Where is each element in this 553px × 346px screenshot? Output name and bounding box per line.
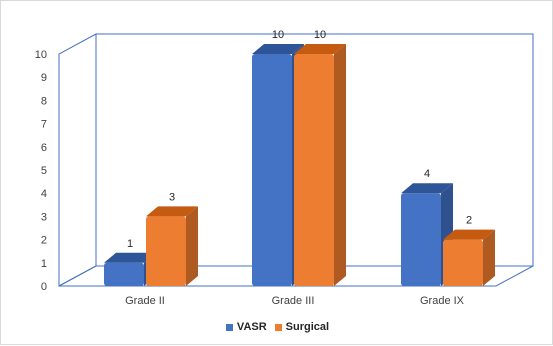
data-label: 1	[127, 238, 133, 250]
bar	[146, 216, 186, 286]
data-label: 3	[169, 191, 175, 203]
bar	[252, 54, 292, 286]
y-tick-label: 5	[41, 165, 47, 177]
y-tick-label: 0	[41, 281, 47, 293]
y-tick-label: 8	[41, 95, 47, 107]
legend-swatch	[274, 323, 282, 331]
y-tick-label: 9	[41, 72, 47, 84]
legend: VASR Surgical	[1, 321, 553, 334]
data-label: 4	[424, 168, 430, 180]
x-tick-label: Grade IX	[420, 295, 465, 307]
bar-top	[294, 44, 346, 54]
y-tick-label: 3	[41, 211, 47, 223]
bar-side	[483, 229, 495, 286]
bar-top	[104, 252, 156, 263]
bar	[401, 193, 441, 286]
y-tick-label: 10	[35, 49, 47, 61]
floor	[58, 265, 534, 287]
y-tick-label: 1	[41, 258, 47, 270]
legend-label: VASR	[236, 321, 267, 333]
data-label: 10	[314, 29, 326, 41]
side-wall	[58, 33, 97, 287]
bar-top	[443, 229, 495, 240]
bar	[294, 54, 334, 286]
y-tick-label: 4	[41, 188, 47, 200]
legend-item: VASR	[225, 321, 267, 333]
y-tick-label: 6	[41, 142, 47, 154]
bar	[104, 262, 144, 286]
y-tick-label: 7	[41, 119, 47, 131]
bar	[443, 239, 483, 286]
x-tick-label: Grade III	[272, 295, 315, 307]
legend-swatch	[225, 323, 233, 331]
bar-side	[186, 206, 198, 286]
data-label: 10	[272, 29, 284, 41]
legend-label: Surgical	[285, 321, 330, 333]
y-tick-label: 2	[41, 235, 47, 247]
bar-top	[401, 183, 453, 194]
legend-item: Surgical	[274, 321, 330, 333]
data-label: 2	[466, 215, 472, 227]
bar-top	[252, 44, 304, 54]
bar-side	[334, 44, 346, 286]
bar-top	[146, 206, 198, 217]
x-tick-label: Grade II	[125, 295, 165, 307]
